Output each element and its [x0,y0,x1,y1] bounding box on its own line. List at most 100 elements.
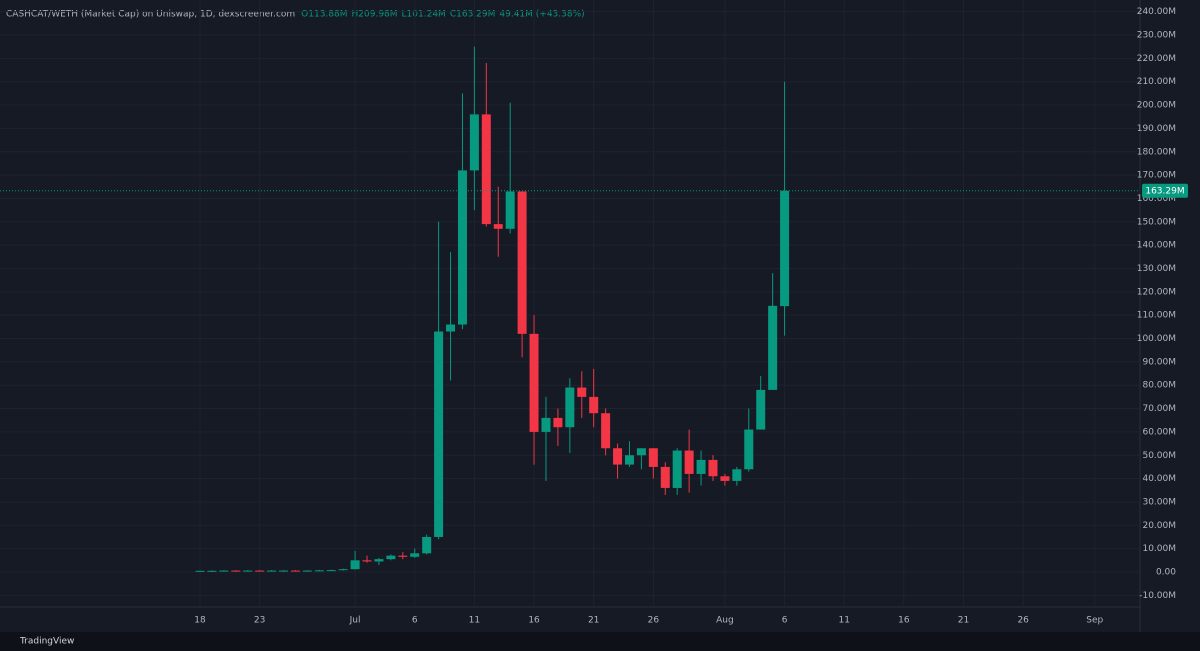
x-tick-label: Sep [1086,616,1103,626]
y-tick-label: 130.00M [1137,264,1176,274]
candle-body [493,224,503,229]
y-tick-label: 200.00M [1137,101,1176,111]
candle-body [517,191,527,334]
candle-body [660,466,670,488]
candle-body [613,448,623,465]
candle-body [481,114,491,225]
candle-body [219,570,229,572]
candle-body [314,570,324,572]
y-tick-label: 100.00M [1137,334,1176,344]
y-tick-label: 10.00M [1142,544,1176,554]
candle-body [529,333,539,432]
candle-body [326,570,336,572]
x-tick-label: 11 [469,616,480,626]
y-tick-label: 60.00M [1142,427,1176,437]
candle-body [362,560,372,562]
y-tick-label: 170.00M [1137,171,1176,181]
candle-body [302,570,312,572]
y-tick-label: 0.00 [1156,567,1176,577]
x-tick-label: 16 [898,616,910,626]
y-tick-label: 240.00M [1137,7,1176,17]
chart-title: CASHCAT/WETH (Market Cap) on Uniswap, 1D… [6,10,295,20]
candle-body [350,560,360,570]
candle-body [243,570,253,572]
candle-body [255,570,265,572]
candle-body [696,459,706,474]
y-tick-label: 230.00M [1137,31,1176,41]
y-tick-label: 80.00M [1142,381,1176,391]
candle-body [589,396,599,414]
last-price-tag [1142,183,1188,198]
y-tick-label: 90.00M [1142,357,1176,367]
y-tick-label: 140.00M [1137,241,1176,251]
candle-body [290,570,300,572]
candle-body [756,389,766,430]
candle-body [672,450,682,488]
y-tick-label: 220.00M [1137,54,1176,64]
candle-body [338,569,348,571]
ohlc-value: C163.29M [450,10,496,20]
y-tick-label: 20.00M [1142,521,1176,531]
candle-body [648,448,658,467]
x-tick-label: 26 [1017,616,1029,626]
y-tick-label: 120.00M [1137,287,1176,297]
x-tick-label: 6 [412,616,418,626]
footer-bar [0,632,1200,651]
candle-body [207,570,217,572]
y-tick-label: 110.00M [1137,311,1176,321]
ohlc-value: L101.24M [402,10,446,20]
candle-body [231,570,241,572]
x-tick-label: Aug [716,616,734,626]
candle-body [446,324,456,332]
candle-body [636,448,646,456]
y-tick-label: 150.00M [1137,217,1176,227]
ohlc-value: 49.41M (+43.38%) [499,10,584,20]
x-tick-label: 6 [782,616,788,626]
candle-body [457,170,467,325]
candle-body [577,387,587,397]
y-tick-label: 180.00M [1137,147,1176,157]
x-tick-label: 21 [958,616,969,626]
candle-body [267,570,277,572]
candle-body [434,331,444,537]
candle-body [780,190,790,307]
candle-body [505,191,515,229]
y-tick-label: 40.00M [1142,474,1176,484]
y-tick-label: 30.00M [1142,497,1176,507]
x-tick-label: Jul [349,616,361,626]
candle-body [601,413,611,449]
candle-body [469,114,479,171]
candle-body [398,555,408,557]
y-tick-label: -10.00M [1139,591,1176,601]
last-price-label: 163.29M [1145,186,1184,196]
branding: TradingView [19,637,74,647]
x-tick-label: 16 [528,616,540,626]
candle-body [720,476,730,481]
y-tick-label: 50.00M [1142,451,1176,461]
candle-body [732,469,742,481]
y-tick-label: 70.00M [1142,404,1176,414]
x-tick-label: 11 [838,616,849,626]
x-tick-label: 26 [648,616,660,626]
candle-body [708,459,718,477]
candle-body [553,417,563,428]
candle-body [684,450,694,474]
x-tick-label: 21 [588,616,599,626]
ohlc-value: O113.88M [301,10,347,20]
candle-body [374,559,384,562]
candle-body [195,570,205,572]
x-tick-label: 23 [254,616,265,626]
x-tick-label: 18 [194,616,206,626]
candle-body [386,555,396,560]
candle-body [279,570,289,572]
candle-body [768,305,778,390]
ohlc-value: H209.98M [352,10,398,20]
candle-body [624,455,634,465]
ohlc-legend: O113.88M H209.98M L101.24M C163.29M 49.41M (… [301,10,584,20]
candle-body [565,387,575,428]
candles [0,46,1140,572]
grid [0,0,1140,607]
